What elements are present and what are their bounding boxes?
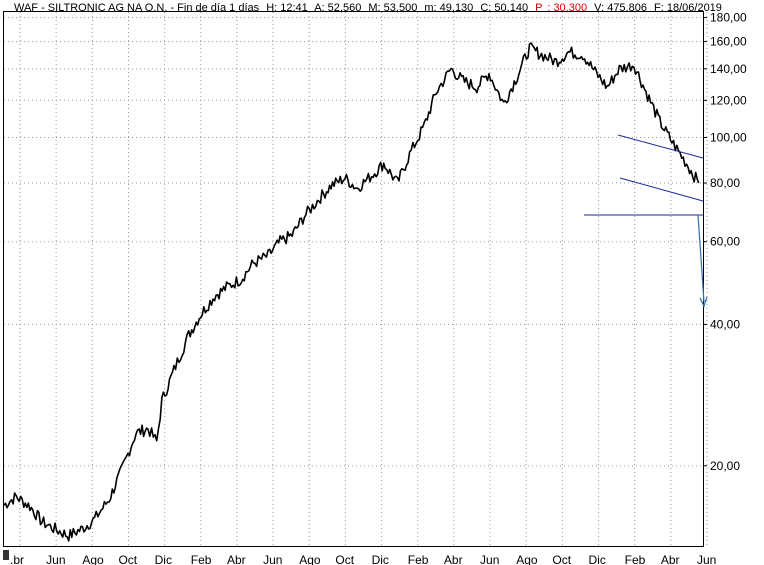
- x-tick-label-16: Dic: [589, 553, 606, 565]
- header-time: H: 12:41: [266, 2, 308, 14]
- x-tick-label-12: Abr: [444, 553, 463, 565]
- grid-lines: [4, 12, 708, 546]
- y-tick-label-8: 180,00: [710, 11, 747, 25]
- projection-arrowhead: [699, 296, 708, 308]
- y-tick-label-7: 160,00: [710, 35, 747, 49]
- trend-channel: [584, 134, 708, 308]
- header-volume: V: 475.806: [594, 2, 647, 14]
- x-tick-label-9: Oct: [335, 553, 354, 565]
- x-tick-label-0: .br: [10, 553, 24, 565]
- price-line-0: [3, 42, 700, 542]
- header-high: M: 53,500: [368, 2, 417, 14]
- x-tick-label-5: Feb: [191, 553, 212, 565]
- trend-line-upper: [617, 134, 704, 159]
- y-tick-label-2: 60,00: [710, 235, 740, 249]
- header-close: C: 50,140: [480, 2, 528, 14]
- x-tick-label-14: Ago: [516, 553, 538, 565]
- y-tick-label-3: 80,00: [710, 176, 740, 190]
- trend-line-lower: [619, 177, 704, 202]
- price-series: [3, 42, 700, 542]
- x-tick-label-17: Feb: [625, 553, 646, 565]
- header-p-label: P: [535, 2, 542, 14]
- header-title: WAF - SILTRONIC AG NA O.N. - Fin de día …: [14, 2, 260, 14]
- x-tick-label-18: Abr: [661, 553, 680, 565]
- x-tick-label-6: Abr: [227, 553, 246, 565]
- x-tick-label-3: Oct: [118, 553, 137, 565]
- y-tick-label-4: 100,00: [710, 130, 747, 144]
- x-tick-label-13: Jun: [480, 553, 499, 565]
- y-axis-labels: 20,00 40,00 60,00 80,00 100,00 120,00 140,00 16…: [703, 11, 747, 473]
- chart-header: WAF - SILTRONIC AG NA O.N. - Fin de día …: [14, 2, 722, 14]
- header-open: A: 52,560: [314, 2, 361, 14]
- scroll-corner[interactable]: [3, 550, 9, 560]
- projection-line: [697, 214, 705, 303]
- y-tick-label-1: 40,00: [710, 317, 740, 331]
- header-low: m: 49,130: [424, 2, 473, 14]
- x-tick-label-4: Dic: [155, 553, 172, 565]
- y-tick-label-0: 20,00: [710, 459, 740, 473]
- x-tick-label-15: Oct: [552, 553, 571, 565]
- x-axis-labels: .br Jun Ago Oct Dic Feb Abr Jun Ago Oct Dic Feb Abr J…: [10, 553, 716, 565]
- x-tick-label-11: Feb: [408, 553, 429, 565]
- header-date: F: 18/06/2019: [654, 2, 722, 14]
- x-tick-label-1: Jun: [46, 553, 65, 565]
- x-tick-label-10: Dic: [372, 553, 389, 565]
- x-tick-label-7: Jun: [263, 553, 282, 565]
- x-tick-label-2: Ago: [82, 553, 104, 565]
- header-p-value: : 30,300: [547, 2, 587, 14]
- y-tick-label-5: 120,00: [710, 93, 747, 107]
- x-tick-label-8: Ago: [299, 553, 321, 565]
- plot-frame: [3, 11, 704, 547]
- x-tick-label-19: Jun: [697, 553, 716, 565]
- y-tick-label-6: 140,00: [710, 62, 747, 76]
